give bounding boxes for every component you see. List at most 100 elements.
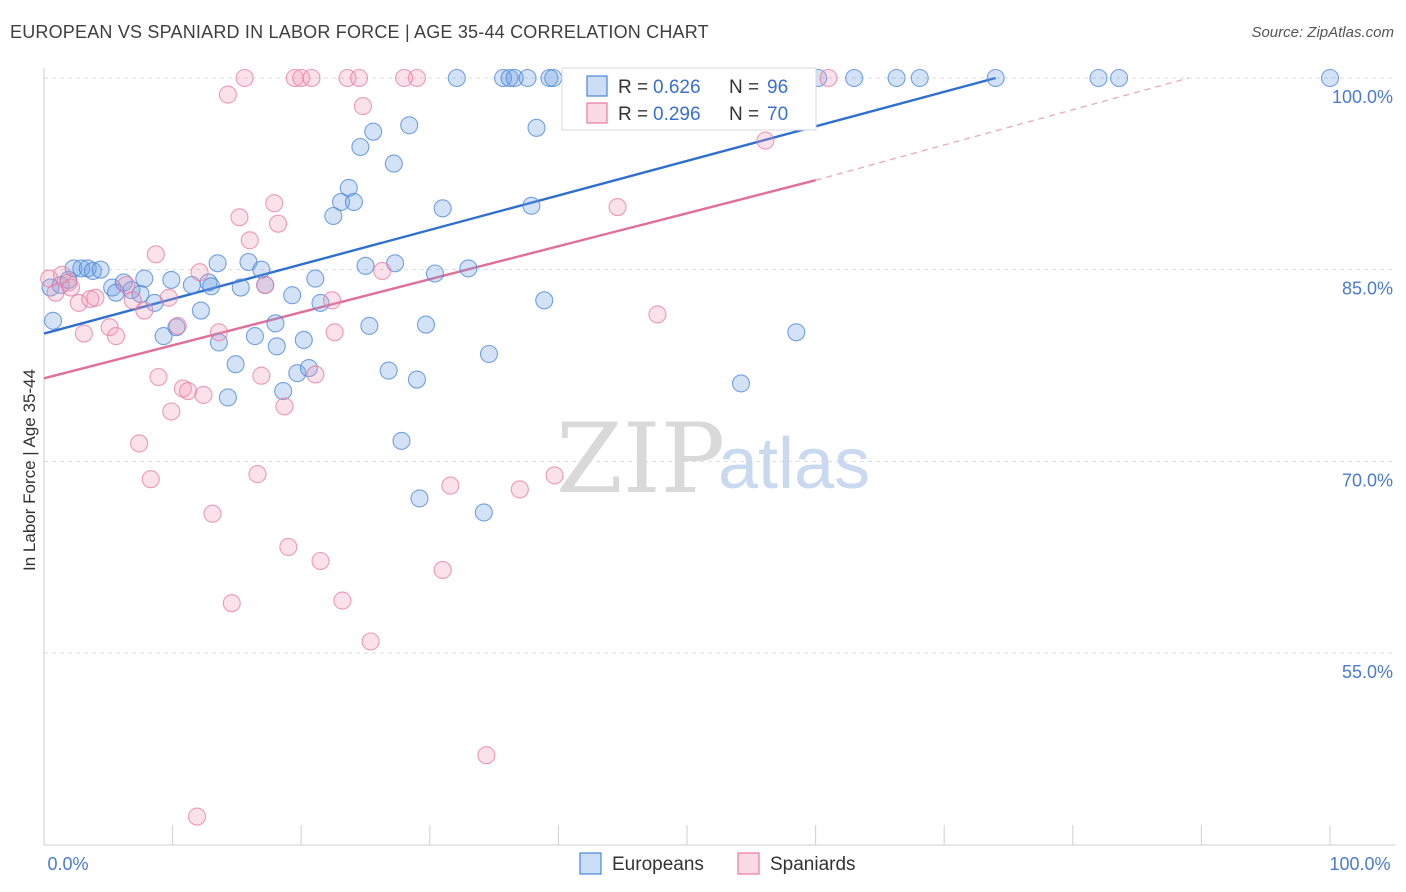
spaniards-point	[100, 318, 119, 337]
europeans-point	[267, 337, 286, 356]
spaniards-point	[256, 275, 275, 295]
europeans-point	[1110, 68, 1129, 88]
gridlines	[44, 77, 1395, 654]
spaniards-point	[162, 402, 181, 421]
europeans-point	[447, 68, 466, 88]
europeans-point	[91, 260, 110, 279]
europeans-point	[344, 192, 363, 211]
stats-n-label-2: N =	[729, 104, 759, 125]
europeans-point	[500, 68, 519, 88]
spaniards-point	[86, 288, 105, 307]
spaniards-point	[59, 273, 78, 292]
spaniards-point	[510, 480, 529, 499]
stats-legend: R = 0.626 N = 96 R = 0.296 N = 70	[561, 67, 817, 131]
spaniards-point	[141, 470, 160, 489]
legend-swatch-europeans	[579, 852, 602, 875]
spaniards-point	[218, 85, 237, 104]
europeans-point	[433, 199, 452, 218]
x-tick-label-0: 0.0%	[47, 854, 88, 874]
spaniards-point	[292, 68, 311, 88]
y-axis-label: In Labor Force | Age 35-44	[20, 369, 39, 571]
europeans-point	[106, 283, 126, 302]
europeans-point	[400, 116, 419, 135]
spaniards-point	[240, 231, 259, 250]
spaniards-point	[203, 504, 222, 523]
stats-r-label-1: R =	[618, 77, 648, 98]
spaniards-point	[149, 367, 168, 387]
europeans-point	[208, 254, 227, 273]
spaniards-point	[361, 632, 380, 651]
x-tick-label-1: 100.0%	[1329, 854, 1390, 874]
europeans-point	[306, 269, 325, 288]
spaniards-point	[441, 476, 460, 495]
spaniards-point	[373, 261, 392, 280]
europeans-point	[266, 314, 285, 333]
europeans-point	[518, 68, 537, 88]
spaniards-point	[279, 537, 298, 556]
europeans-point	[64, 259, 83, 278]
europeans-point	[360, 316, 379, 335]
spaniards-point	[477, 746, 496, 765]
watermark: ZIP atlas	[556, 403, 870, 515]
europeans-point	[505, 68, 524, 88]
y-tick-label-3: 55.0%	[1342, 662, 1393, 682]
europeans-point	[544, 68, 563, 88]
spaniards-point	[350, 68, 369, 88]
spaniards-point	[545, 466, 564, 485]
europeans-point	[986, 68, 1005, 88]
stats-swatch-blue	[586, 75, 608, 97]
europeans-point	[364, 122, 383, 141]
europeans-point	[845, 68, 864, 88]
stats-legend-box	[561, 67, 817, 131]
spaniards-point	[608, 198, 627, 217]
y-tick-label-1: 85.0%	[1342, 279, 1393, 299]
spaniards-point	[819, 68, 838, 88]
europeans-point	[339, 178, 358, 197]
source-credit: Source: ZipAtlas.com	[1251, 24, 1394, 41]
spaniards-point	[61, 278, 81, 297]
europeans-point	[231, 278, 250, 297]
europeans-point	[540, 68, 559, 88]
stats-swatch-pink	[586, 102, 608, 124]
spaniards-point	[248, 465, 267, 484]
europeans-point	[410, 489, 429, 508]
europeans-point	[83, 261, 102, 280]
spaniards-point	[306, 365, 325, 384]
spaniards-point	[190, 263, 209, 282]
spaniards-point	[275, 397, 294, 416]
stats-r-value-1: 0.626	[653, 77, 701, 98]
europeans-point	[283, 286, 302, 305]
spaniards-point	[106, 327, 126, 346]
spaniards-point	[235, 68, 254, 88]
stats-r-label-2: R =	[618, 104, 648, 125]
europeans-point	[474, 503, 493, 522]
europeans-point	[226, 355, 245, 374]
chart-title: EUROPEAN VS SPANIARD IN LABOR FORCE | AG…	[10, 22, 709, 42]
europeans-point	[522, 196, 541, 215]
y-tick-labels: 100.0% 85.0% 70.0% 55.0%	[1332, 87, 1393, 682]
europeans-point	[274, 382, 293, 401]
spaniards-point	[130, 434, 149, 453]
europeans-point	[407, 370, 426, 389]
europeans-point	[162, 270, 181, 289]
europeans-point	[527, 118, 546, 137]
europeans-point	[294, 330, 313, 349]
spaniards-point	[302, 68, 321, 88]
europeans-point	[167, 318, 186, 337]
europeans-point	[299, 359, 318, 378]
spaniards-point	[230, 208, 249, 227]
spaniards-point	[52, 265, 72, 284]
europeans-point	[384, 154, 403, 173]
spaniards-points	[40, 68, 838, 826]
europeans-point	[135, 269, 154, 288]
spaniards-point	[178, 382, 198, 401]
europeans-point	[416, 315, 435, 334]
y-tick-label-2: 70.0%	[1342, 470, 1393, 490]
spaniards-point	[333, 591, 352, 610]
spaniards-point	[168, 316, 187, 335]
europeans-point	[154, 327, 173, 346]
trend-lines	[43, 76, 1189, 380]
stats-r-value-2: 0.296	[653, 104, 701, 125]
trend-extension-spaniards	[815, 77, 1189, 181]
